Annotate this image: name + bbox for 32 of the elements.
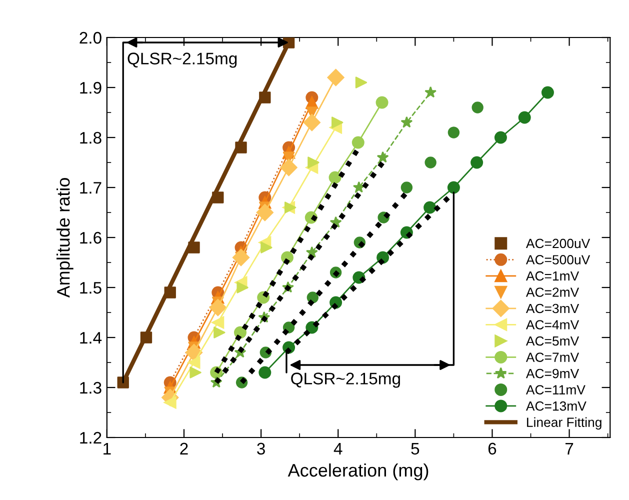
- y-tick-label: 1.5: [80, 282, 102, 294]
- y-tick-label: 1.9: [80, 82, 102, 94]
- y-tick-label: 1.7: [80, 182, 102, 194]
- x-tick-label: 7: [566, 442, 574, 454]
- annotation: QLSR~2.15mg: [128, 52, 237, 68]
- x-tick-label: 5: [411, 442, 420, 455]
- legend-label: AC=13mV: [526, 401, 586, 411]
- legend-label: AC=3mV: [526, 304, 580, 314]
- y-tick-label: 1.3: [80, 382, 102, 394]
- y-tick-label: 1.2: [80, 432, 102, 444]
- y-tick-label: 1.4: [80, 332, 102, 344]
- y-tick-label: 1.6: [80, 232, 102, 244]
- x-tick-label: 3: [257, 442, 265, 455]
- y-axis-title: Amplitude ratio: [56, 178, 74, 298]
- annotation: QLSR~2.15mg: [291, 372, 400, 388]
- legend-label: Linear Fitting: [527, 417, 602, 430]
- x-axis-title: Acceleration (mg): [288, 463, 428, 480]
- legend-label: AC=200uV: [526, 238, 590, 248]
- legend-label: AC=7mV: [526, 352, 580, 362]
- legend-label: AC=1mV: [526, 271, 580, 281]
- legend-label: AC=2mV: [526, 288, 580, 297]
- x-tick-label: 2: [180, 442, 188, 454]
- legend-label: AC=500uV: [526, 255, 590, 264]
- x-tick-label: 1: [104, 442, 111, 454]
- y-tick-label: 1.8: [80, 132, 102, 144]
- y-tick-label: 2.0: [80, 32, 102, 44]
- x-tick-label: 4: [334, 442, 342, 454]
- legend-label: AC=11mV: [526, 385, 586, 394]
- x-tick-label: 6: [488, 442, 496, 455]
- legend-label: AC=9mV: [526, 368, 580, 378]
- legend-label: AC=5mV: [526, 336, 580, 346]
- legend-label: AC=4mV: [526, 320, 580, 330]
